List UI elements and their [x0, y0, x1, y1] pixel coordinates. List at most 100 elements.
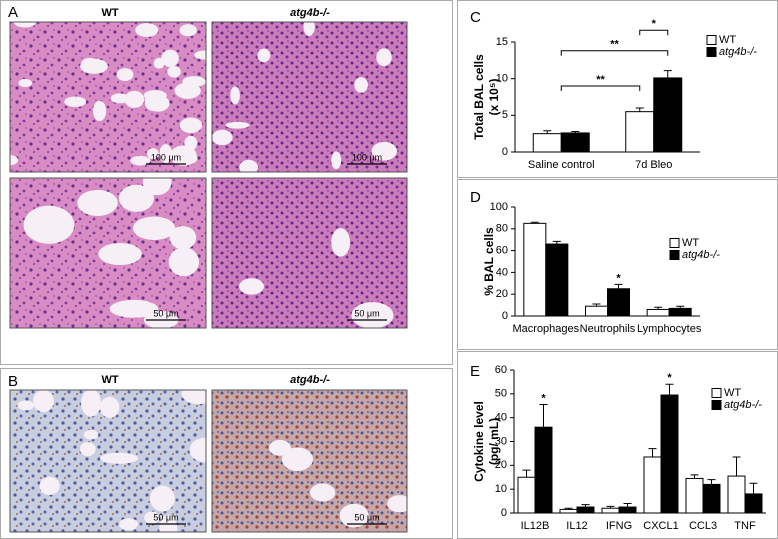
legend-label: atg4b-/- [682, 249, 720, 261]
y-axis-label: Cytokine level [472, 401, 486, 482]
scale-bar-label: 50 μm [354, 308, 379, 318]
airspace [109, 299, 159, 318]
column-label: WT [101, 374, 118, 386]
y-tick-label: 30 [495, 435, 507, 447]
airspace [144, 511, 160, 524]
legend-label: WT [682, 237, 699, 249]
airspace [331, 228, 351, 257]
y-tick-label: 20 [496, 288, 508, 300]
error-bar [690, 474, 699, 479]
legend-label: atg4b-/- [719, 46, 757, 58]
legend-label: atg4b-/- [724, 399, 762, 411]
airspace [179, 24, 197, 37]
micrograph [212, 178, 407, 328]
airspace [189, 437, 206, 463]
x-tick-label: IFNG [606, 520, 632, 532]
airspace [32, 390, 54, 413]
y-tick-label: 40 [496, 266, 508, 278]
bar [532, 133, 562, 153]
airspace [159, 144, 173, 164]
scale-bar-label: 50 μm [153, 308, 178, 318]
image-border [9, 177, 207, 329]
x-tick-label: CCL3 [689, 520, 717, 532]
legend-swatch [706, 35, 717, 45]
airspace [135, 23, 159, 38]
airspace [212, 129, 233, 146]
column-label: atg4b-/- [290, 374, 330, 386]
bar [517, 476, 536, 514]
significance-bracket [560, 85, 641, 91]
y-tick-label: 15 [496, 36, 508, 48]
bar [668, 307, 692, 317]
y-tick-label: 80 [496, 223, 508, 235]
bar [601, 507, 620, 514]
bar [744, 493, 763, 514]
airspace [23, 205, 75, 244]
panel-label: E [470, 363, 480, 380]
airspace [119, 518, 139, 531]
error-bar [522, 469, 531, 478]
airspace [132, 216, 176, 241]
y-axis-label: (x 10⁵) [487, 79, 501, 116]
airspace [110, 93, 130, 104]
airspace [354, 77, 368, 93]
y-tick-label: 20 [495, 459, 507, 471]
airspace [170, 145, 197, 166]
legend-swatch [706, 47, 717, 57]
y-tick-label: 5 [502, 109, 508, 121]
bar [618, 506, 637, 514]
significance-label: ** [596, 74, 605, 86]
airspace [159, 514, 178, 532]
y-tick-label: 40 [495, 412, 507, 424]
x-tick-label: IL12B [521, 520, 550, 532]
airspace [387, 495, 407, 513]
bar [685, 477, 704, 514]
error-bar [665, 383, 674, 396]
panel-label: D [470, 189, 481, 206]
error-bar [648, 448, 657, 457]
bar [576, 506, 595, 514]
x-tick-label: CXCL1 [643, 520, 678, 532]
airspace [225, 121, 250, 129]
image-border [211, 177, 408, 329]
airspace [149, 485, 175, 512]
airspace [81, 390, 102, 417]
panel-label: C [470, 9, 481, 26]
legend-label: WT [724, 387, 741, 399]
error-bar [749, 482, 758, 494]
micrograph [10, 22, 206, 172]
airspace [17, 400, 34, 411]
x-tick-label: 7d Bleo [635, 159, 672, 171]
y-tick-label: 10 [496, 73, 508, 85]
airspace [351, 302, 394, 328]
airspace [13, 22, 36, 28]
y-axis-label: % BAL cells [482, 227, 496, 296]
legend-label: WT [719, 34, 736, 46]
airspace [118, 184, 155, 212]
micrograph [212, 390, 407, 532]
y-tick-label: 0 [502, 310, 508, 322]
airspace [153, 57, 165, 69]
panel-label: B [8, 373, 18, 390]
airspace [99, 452, 139, 464]
scale-bar-label: 100 μm [352, 152, 382, 162]
panel-border [0, 0, 453, 365]
airspace [309, 483, 336, 502]
x-tick-label: TNF [734, 520, 756, 532]
airspace [10, 155, 19, 166]
airspace [376, 48, 392, 67]
significance-label: * [667, 372, 672, 384]
legend-swatch [669, 250, 680, 260]
bar [702, 483, 721, 514]
airspace [143, 90, 167, 101]
error-bar [623, 502, 632, 508]
airspace [77, 189, 118, 216]
scale-bar-label: 50 μm [354, 512, 379, 522]
airspace [80, 57, 99, 72]
airspace [39, 476, 60, 496]
significance-label: ** [610, 39, 619, 51]
airspace [116, 68, 134, 82]
x-tick-label: Neutrophils [580, 323, 636, 335]
error-bar [707, 479, 716, 485]
